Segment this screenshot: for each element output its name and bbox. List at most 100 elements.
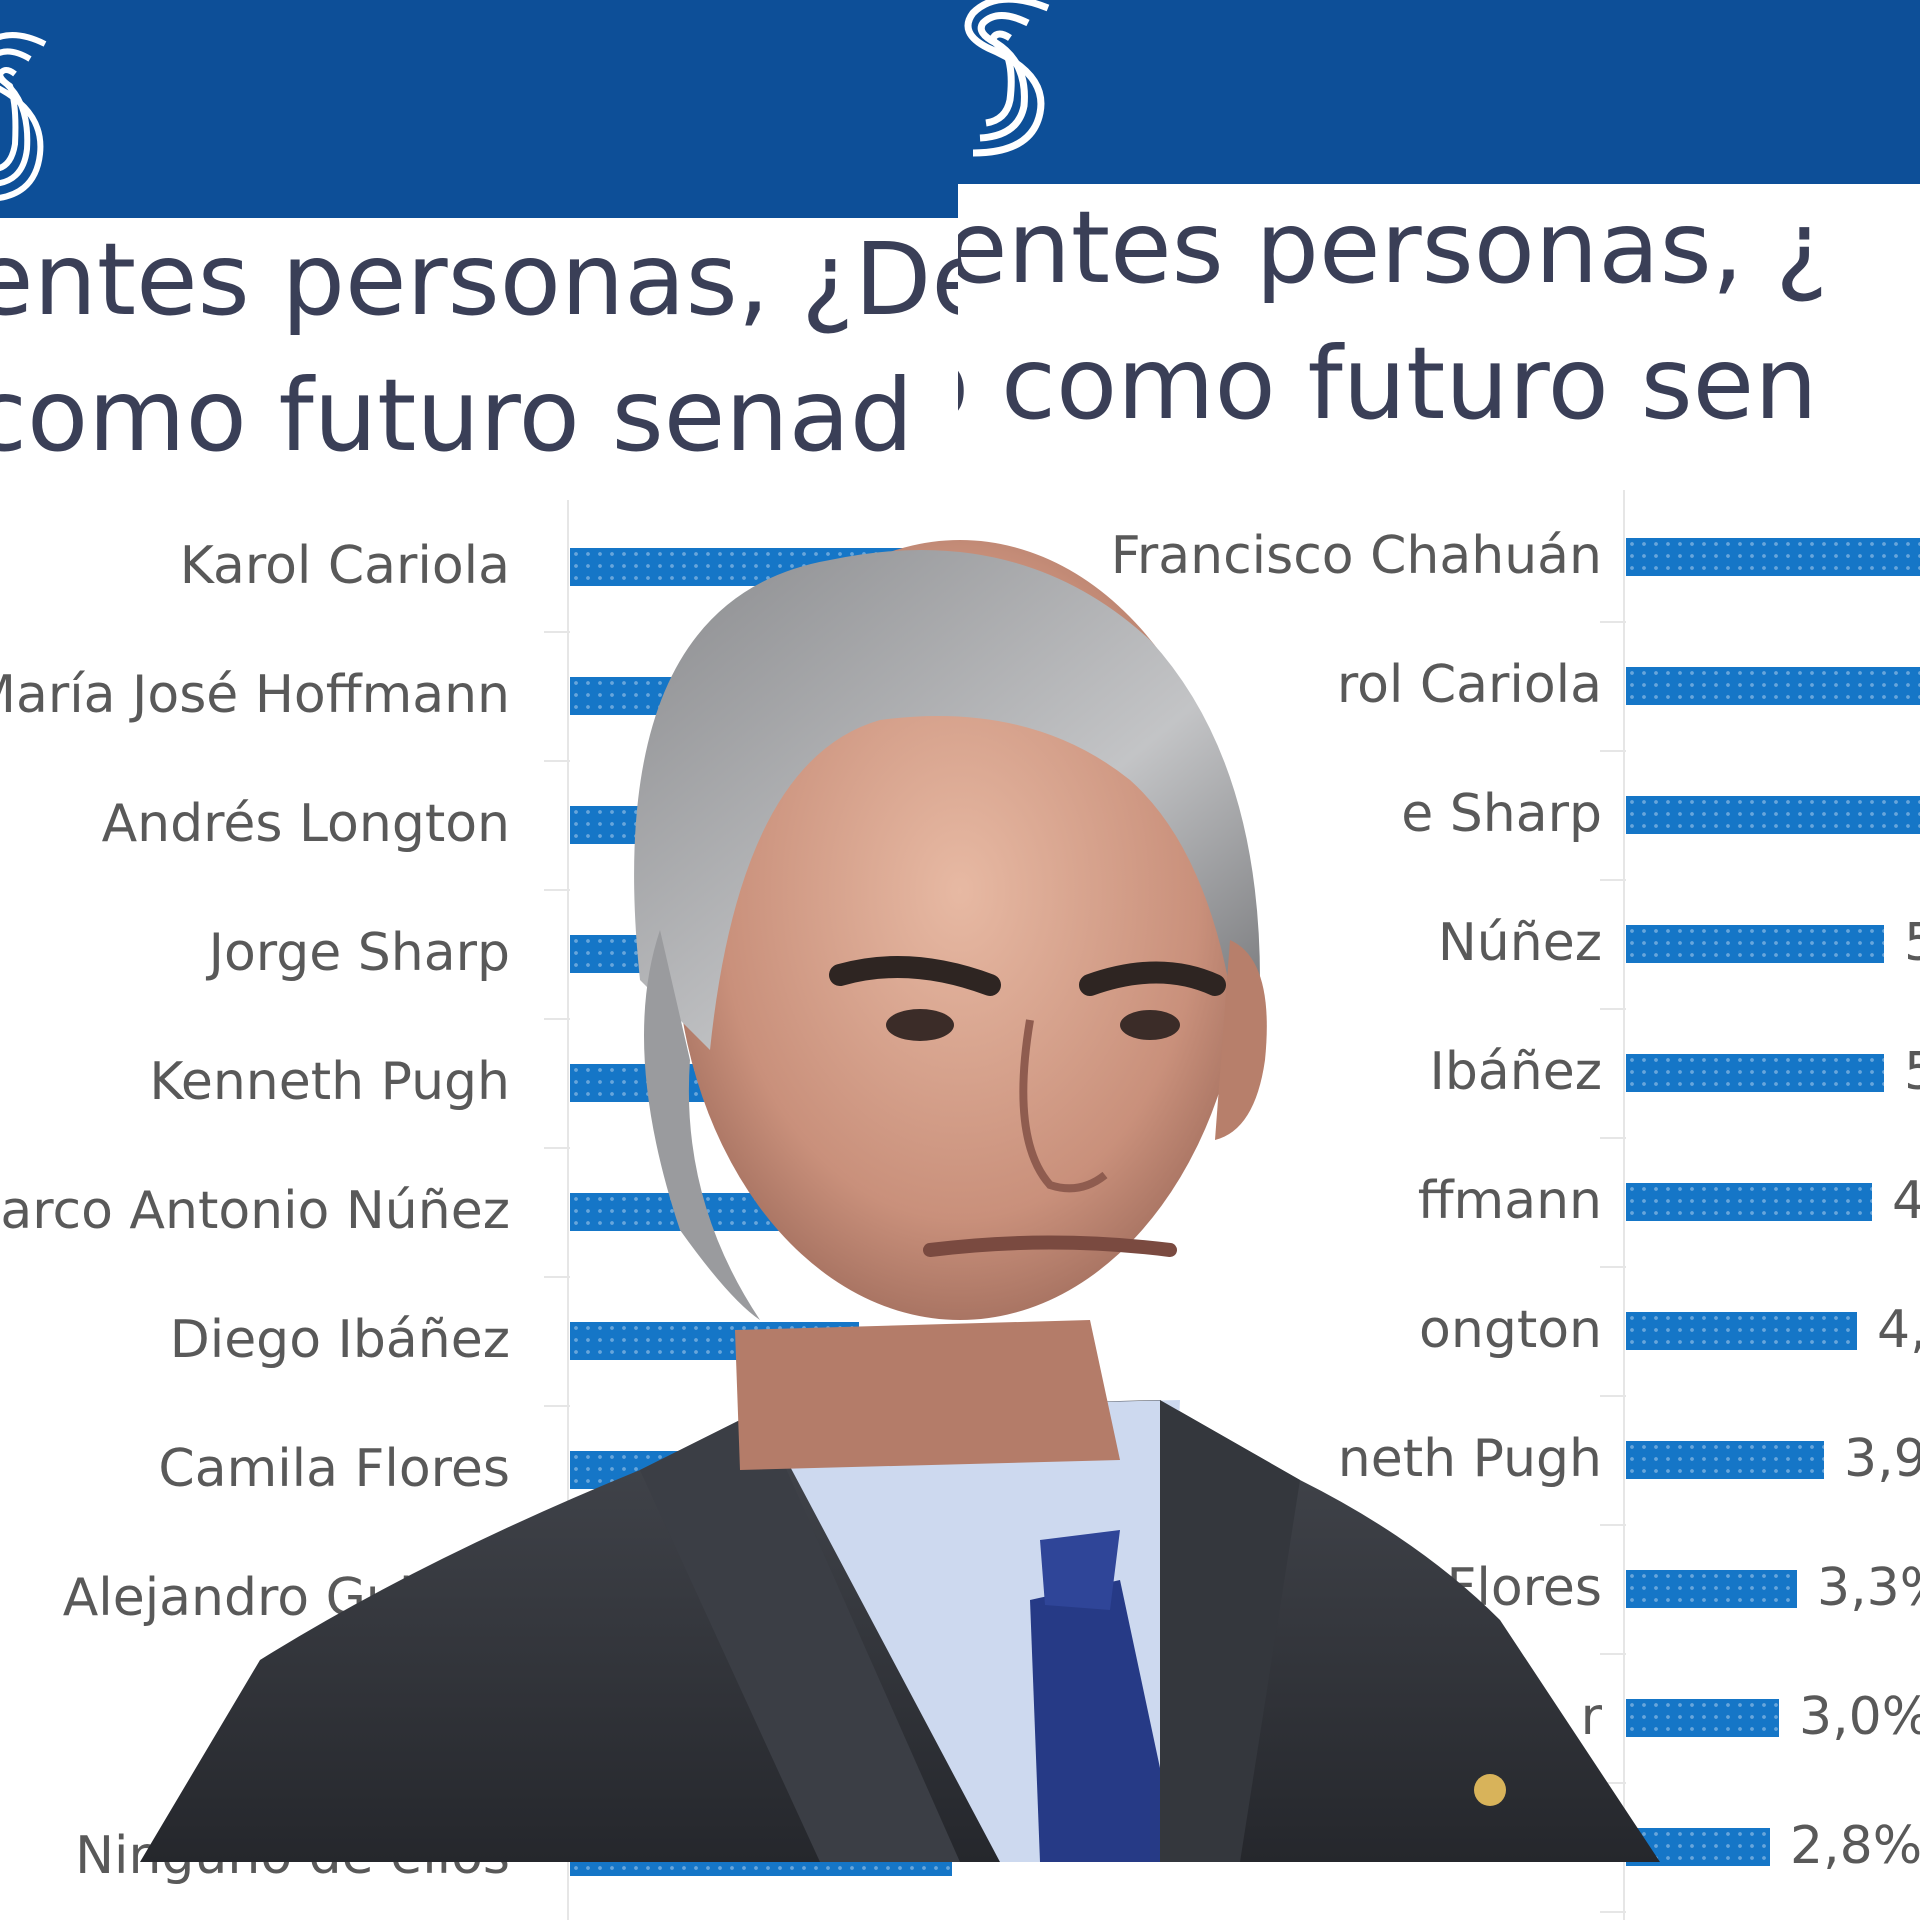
question-heading: entes personas, ¿ o como futuro sen: [958, 180, 1828, 452]
axis-tick: [1600, 1652, 1626, 1655]
bar-value-label: 3,9: [1844, 1429, 1920, 1489]
chart-row: ffmann 4: [958, 1171, 1920, 1231]
axis-tick: [1600, 1007, 1626, 1010]
bar-value-label: 2,8%: [1790, 1816, 1920, 1876]
axis-tick: [1600, 878, 1626, 881]
chart-bar: [1626, 667, 1920, 705]
chart-bar: [570, 1451, 851, 1489]
candidate-name: Alejandro Guillier: [62, 1568, 510, 1628]
axis-tick: [544, 1146, 570, 1149]
chart-bar: [570, 1322, 859, 1360]
candidate-name: Karol Cariola: [179, 536, 510, 596]
chart-row: neth Pugh 3,9: [958, 1429, 1920, 1489]
chart-row: r 3,0%: [958, 1687, 1920, 1747]
heading-line-1: entes personas, ¿De: [0, 221, 958, 338]
candidate-name: Ninguno de ellos: [75, 1826, 510, 1886]
chart-row: Jo: [0, 1697, 958, 1757]
bar-value-label: 3,0%: [1799, 1687, 1920, 1747]
candidate-name: mila Flores: [1318, 1558, 1602, 1618]
axis-tick: [544, 1275, 570, 1278]
chart-bar: [1626, 796, 1920, 834]
candidate-name: Ibáñez: [1429, 1042, 1602, 1102]
chart-row: Camila Flores: [0, 1439, 958, 1499]
chart-row: rol Cariola: [958, 655, 1920, 715]
candidate-name: Francisco Chahuán: [1110, 526, 1602, 586]
chart-row: Marco Antonio Núñez: [0, 1181, 958, 1241]
chart-row: Alejandro Guillier: [0, 1568, 958, 1628]
axis-tick: [544, 888, 570, 891]
bar-value-label: 4: [1892, 1171, 1920, 1231]
survey-logo-icon: [0, 32, 47, 201]
axis-tick: [544, 1662, 570, 1665]
candidate-name: Andrés Longton: [101, 794, 510, 854]
candidate-name: Marco Antonio Núñez: [0, 1181, 510, 1241]
chart-row: Jorge Sharp: [0, 923, 958, 983]
bar-value-label: 5: [1904, 913, 1920, 973]
axis-tick: [1600, 1781, 1626, 1784]
right-chart-panel: entes personas, ¿ o como futuro sen Fran…: [958, 0, 1920, 1920]
chart-bar: [1626, 1699, 1779, 1737]
chart-bar: [570, 1580, 843, 1618]
axis-tick: [544, 759, 570, 762]
chart-bar: [1626, 1828, 1770, 1866]
header-band: [958, 0, 1920, 184]
chart-row: Núñez 5: [958, 913, 1920, 973]
chart-row: Ibáñez 5: [958, 1042, 1920, 1102]
candidate-name: neth Pugh: [1337, 1429, 1602, 1489]
chart-row: ongton 4,: [958, 1300, 1920, 1360]
chart-row: Andrés Longton: [0, 794, 958, 854]
candidate-name: e Sharp: [1401, 784, 1602, 844]
chart-row: e Sharp: [958, 784, 1920, 844]
chart-row: mila Flores 3,3%: [958, 1558, 1920, 1618]
bar-value-label: 3,3%: [1817, 1558, 1920, 1618]
chart-row: María José Hoffmann: [0, 665, 958, 725]
axis-tick: [544, 630, 570, 633]
heading-line-2: como futuro senad: [0, 357, 914, 474]
chart-axis: [567, 500, 569, 1920]
question-heading: entes personas, ¿De como futuro senad: [0, 212, 958, 484]
candidate-name: Jorge Sharp: [208, 923, 510, 983]
chart-row: 2,8%: [958, 1816, 1920, 1876]
chart-bar: [570, 1838, 952, 1876]
chart-bar: [1626, 538, 1920, 576]
axis-tick: [1600, 1910, 1626, 1913]
bar-value-label: 4,: [1877, 1300, 1920, 1360]
chart-bar: [570, 1709, 835, 1747]
candidate-name: María José Hoffmann: [0, 665, 510, 725]
chart-bar: [1626, 1312, 1857, 1350]
chart-row: Francisco Chahuán: [958, 526, 1920, 586]
chart-row: Kenneth Pugh: [0, 1052, 958, 1112]
heading-line-2: o como futuro sen: [958, 325, 1818, 442]
chart-bar: [570, 1064, 874, 1102]
chart-bar: [1626, 1054, 1884, 1092]
bar-value-label: 5: [1904, 1042, 1920, 1102]
chart-bar: [570, 677, 921, 715]
header-band: [0, 0, 958, 218]
axis-tick: [544, 1404, 570, 1407]
axis-tick: [544, 1791, 570, 1794]
axis-tick: [1600, 1136, 1626, 1139]
candidate-name: Kenneth Pugh: [149, 1052, 510, 1112]
candidate-name: Jo: [462, 1697, 510, 1757]
axis-tick: [544, 1017, 570, 1020]
chart-bar: [1626, 1183, 1872, 1221]
chart-bar: [570, 548, 941, 586]
chart-bar: [570, 1193, 866, 1231]
candidate-name: ongton: [1419, 1300, 1602, 1360]
chart-bar: [1626, 1570, 1797, 1608]
candidate-name: rol Cariola: [1336, 655, 1602, 715]
candidate-name: Diego Ibáñez: [169, 1310, 510, 1370]
chart-bar: [570, 806, 902, 844]
axis-tick: [1600, 749, 1626, 752]
chart-bar: [1626, 925, 1884, 963]
candidate-name: Camila Flores: [158, 1439, 510, 1499]
chart-row: Ninguno de ellos: [0, 1826, 958, 1886]
chart-bar: [570, 935, 882, 973]
heading-line-1: entes personas, ¿: [958, 189, 1829, 306]
axis-tick: [1600, 1523, 1626, 1526]
axis-tick: [1600, 620, 1626, 623]
chart-bar: [1626, 1441, 1824, 1479]
candidate-name: Núñez: [1437, 913, 1602, 973]
left-chart-panel: entes personas, ¿De como futuro senad Ka…: [0, 0, 958, 1920]
chart-row: Diego Ibáñez: [0, 1310, 958, 1370]
